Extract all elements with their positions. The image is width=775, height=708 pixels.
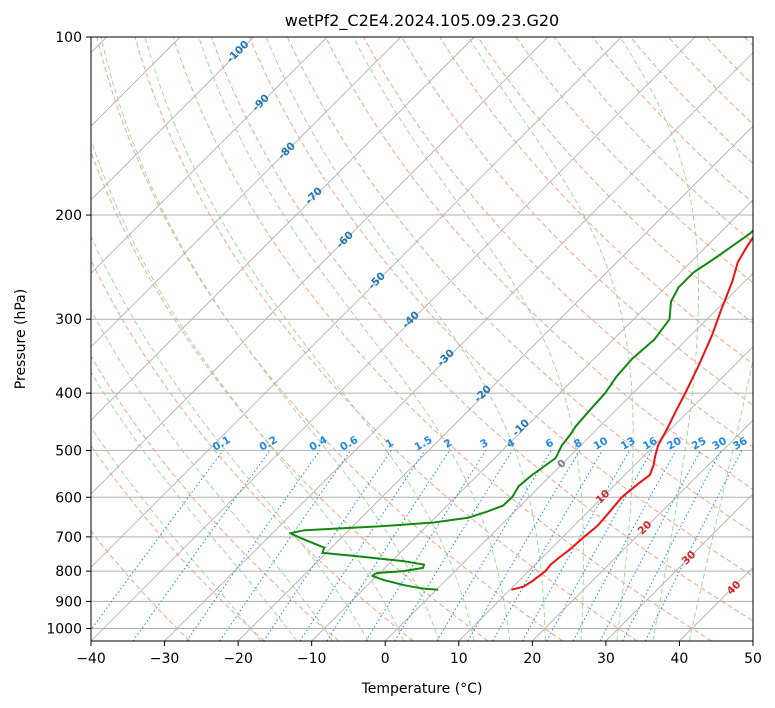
moist-adiabat-line	[91, 309, 334, 641]
mixing-ratio-line	[572, 450, 677, 641]
y-tick-label: 300	[55, 312, 82, 328]
moist-adiabat-line	[100, 37, 440, 641]
series-layer	[289, 229, 753, 591]
moist-adiabat-line	[619, 37, 700, 641]
isotherm-line	[91, 37, 475, 421]
moist-adiabat-line	[198, 37, 511, 641]
dry-adiabat-line	[248, 37, 753, 577]
y-tick-label: 100	[55, 30, 82, 46]
moist-adiabat-line	[352, 37, 585, 641]
dry-adiabat-line	[91, 444, 265, 641]
dry-adiabat-line	[325, 37, 753, 490]
y-tick-label: 400	[55, 386, 82, 402]
dewpoint-profile-line	[289, 229, 753, 591]
mixing-ratio-line	[132, 450, 271, 641]
mixing-ratio-line	[186, 450, 321, 641]
mixing-ratio-line	[263, 450, 392, 641]
mixing-ratio-line	[326, 450, 451, 641]
isotherm-line	[311, 199, 753, 641]
isotherm-line	[384, 272, 753, 641]
x-axis-label: Temperature (°C)	[361, 681, 483, 697]
dry-adiabat-line	[134, 37, 638, 641]
moist-adiabat-line	[91, 234, 369, 641]
y-tick-label: 700	[55, 530, 82, 546]
isotherm-line	[605, 493, 753, 641]
y-tick-label: 600	[55, 490, 82, 506]
isotherm-line	[91, 37, 402, 348]
isotherm-line	[237, 125, 753, 641]
y-tick-label: 200	[55, 208, 82, 224]
isotherm-line	[91, 37, 622, 569]
dry-adiabat-line	[477, 37, 753, 324]
x-tick-label: 0	[381, 651, 390, 667]
background-lines	[91, 37, 753, 641]
mixing-ratio-line	[394, 450, 513, 641]
x-tick-label: 50	[744, 651, 762, 667]
y-tick-label: 500	[55, 443, 82, 459]
x-tick-label: 30	[597, 651, 615, 667]
x-tick-label: −40	[76, 651, 106, 667]
mixing-ratio-line	[522, 450, 631, 641]
isotherm-line	[91, 37, 328, 274]
dry-adiabat-line	[401, 37, 753, 406]
mixing-ratio-line	[644, 450, 743, 641]
mixing-ratio-line	[299, 450, 426, 641]
isotherm-line	[531, 419, 753, 641]
mixing-ratio-line	[219, 450, 352, 641]
x-tick-label: 10	[450, 651, 468, 667]
y-tick-label: 900	[55, 594, 82, 610]
y-tick-label: 1000	[46, 621, 82, 637]
y-axis-ticks: 100 200 300 400 500 600 700 800 900 1000	[46, 30, 91, 637]
x-tick-label: −10	[297, 651, 327, 667]
mixing-ratio-line	[546, 450, 653, 641]
isotherm-line	[164, 51, 753, 641]
mixing-ratio-line	[91, 450, 224, 631]
dry-adiabat-line	[91, 150, 489, 641]
x-tick-label: −20	[223, 651, 253, 667]
dry-adiabat-line	[172, 37, 713, 641]
moist-adiabat-line	[688, 357, 753, 641]
x-tick-label: 40	[671, 651, 689, 667]
dry-adiabat-line	[91, 530, 191, 641]
dry-adiabat-line	[91, 355, 340, 641]
chart-title: wetPf2_C2E4.2024.105.09.23.G20	[285, 11, 559, 31]
isotherm-line	[91, 37, 255, 201]
moist-adiabat-line	[265, 37, 546, 641]
plot-frame	[90, 36, 754, 642]
y-axis-label: Pressure (hPa)	[13, 289, 29, 389]
dry-adiabat-line	[210, 37, 753, 622]
moist-adiabat-line	[144, 37, 475, 641]
x-tick-label: 20	[523, 651, 541, 667]
moist-adiabat-line	[91, 426, 262, 641]
x-axis-ticks: −40 −30 −20 −10 0 10 20 30 40 50	[76, 641, 762, 667]
dry-adiabat-line	[96, 37, 563, 641]
temperature-profile-line	[511, 235, 753, 591]
dry-adiabat-line	[515, 37, 753, 284]
isotherm-line	[458, 346, 753, 641]
moist-adiabat-line	[91, 138, 405, 641]
isotherm-line	[91, 37, 549, 495]
isotherm-line	[91, 37, 696, 641]
y-tick-label: 800	[55, 564, 82, 580]
x-tick-label: −30	[150, 651, 180, 667]
